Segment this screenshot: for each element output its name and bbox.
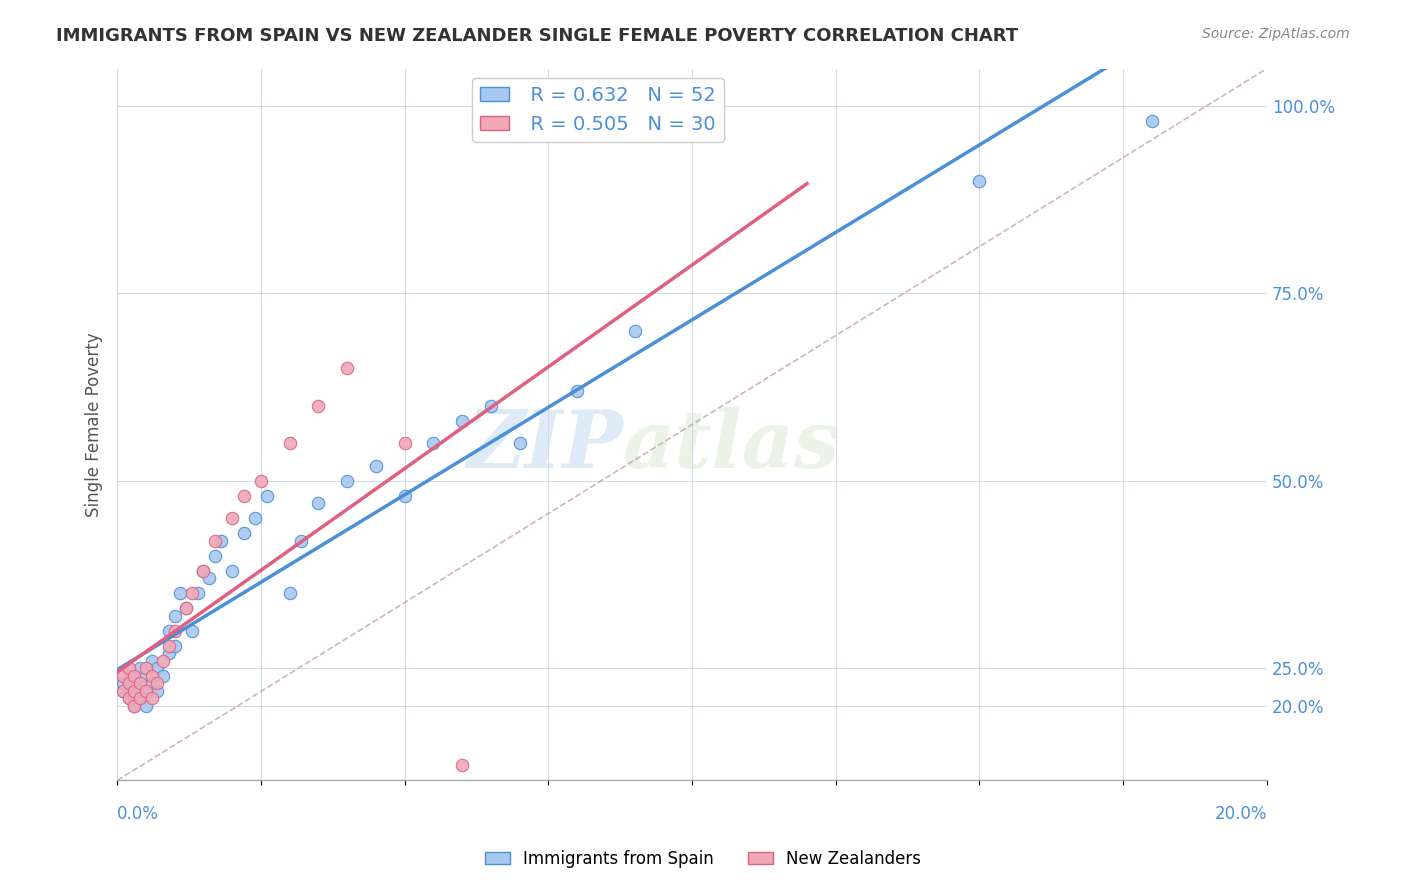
Point	[118, 691, 141, 706]
Point	[124, 683, 146, 698]
Point	[307, 496, 329, 510]
Point	[1140, 114, 1163, 128]
Point	[111, 683, 134, 698]
Point	[118, 676, 141, 690]
Point	[623, 324, 645, 338]
Point	[278, 586, 301, 600]
Point	[969, 174, 991, 188]
Text: 0.0%: 0.0%	[117, 805, 159, 823]
Point	[118, 676, 141, 690]
Point	[187, 586, 209, 600]
Point	[157, 646, 180, 660]
Point	[307, 399, 329, 413]
Point	[111, 668, 134, 682]
Point	[256, 489, 278, 503]
Point	[394, 489, 416, 503]
Point	[204, 533, 226, 548]
Point	[118, 661, 141, 675]
Point	[135, 698, 157, 713]
Point	[141, 668, 163, 682]
Point	[181, 586, 204, 600]
Point	[174, 601, 197, 615]
Point	[124, 698, 146, 713]
Point	[163, 624, 186, 638]
Point	[278, 436, 301, 450]
Point	[135, 683, 157, 698]
Point	[129, 676, 152, 690]
Point	[565, 384, 588, 398]
Point	[135, 683, 157, 698]
Point	[135, 668, 157, 682]
Point	[146, 683, 169, 698]
Point	[451, 758, 474, 772]
Y-axis label: Single Female Poverty: Single Female Poverty	[86, 332, 103, 516]
Text: IMMIGRANTS FROM SPAIN VS NEW ZEALANDER SINGLE FEMALE POVERTY CORRELATION CHART: IMMIGRANTS FROM SPAIN VS NEW ZEALANDER S…	[56, 27, 1018, 45]
Point	[129, 691, 152, 706]
Point	[118, 668, 141, 682]
Point	[124, 668, 146, 682]
Text: 20.0%: 20.0%	[1215, 805, 1267, 823]
Point	[422, 436, 444, 450]
Point	[141, 691, 163, 706]
Point	[250, 474, 273, 488]
Point	[124, 683, 146, 698]
Point	[129, 661, 152, 675]
Point	[152, 654, 174, 668]
Point	[129, 691, 152, 706]
Point	[221, 511, 243, 525]
Point	[509, 436, 531, 450]
Point	[198, 571, 221, 585]
Point	[111, 676, 134, 690]
Point	[336, 361, 359, 376]
Point	[141, 654, 163, 668]
Text: ZIP: ZIP	[467, 407, 623, 484]
Point	[169, 586, 191, 600]
Point	[394, 436, 416, 450]
Point	[118, 691, 141, 706]
Point	[204, 549, 226, 563]
Point	[124, 691, 146, 706]
Point	[118, 683, 141, 698]
Point	[163, 608, 186, 623]
Legend: Immigrants from Spain, New Zealanders: Immigrants from Spain, New Zealanders	[478, 844, 928, 875]
Point	[124, 668, 146, 682]
Point	[141, 676, 163, 690]
Text: atlas: atlas	[623, 407, 841, 484]
Point	[124, 676, 146, 690]
Point	[451, 414, 474, 428]
Point	[243, 511, 266, 525]
Point	[174, 601, 197, 615]
Point	[232, 489, 254, 503]
Point	[336, 474, 359, 488]
Point	[221, 564, 243, 578]
Point	[157, 624, 180, 638]
Point	[152, 668, 174, 682]
Point	[124, 698, 146, 713]
Point	[193, 564, 215, 578]
Legend:   R = 0.632   N = 52,   R = 0.505   N = 30: R = 0.632 N = 52, R = 0.505 N = 30	[472, 78, 724, 142]
Text: Source: ZipAtlas.com: Source: ZipAtlas.com	[1202, 27, 1350, 41]
Point	[232, 526, 254, 541]
Point	[290, 533, 312, 548]
Point	[479, 399, 502, 413]
Point	[146, 661, 169, 675]
Point	[111, 683, 134, 698]
Point	[135, 661, 157, 675]
Point	[364, 458, 387, 473]
Point	[129, 683, 152, 698]
Point	[181, 624, 204, 638]
Point	[146, 676, 169, 690]
Point	[163, 639, 186, 653]
Point	[157, 639, 180, 653]
Point	[209, 533, 232, 548]
Point	[193, 564, 215, 578]
